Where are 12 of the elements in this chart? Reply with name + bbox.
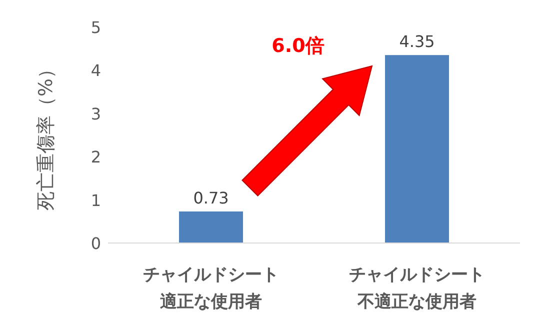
data-label: 0.73: [193, 188, 229, 208]
y-tick-label: 0: [90, 234, 102, 253]
y-tick-label: 4: [90, 61, 102, 80]
x-tick-label: チャイルドシート適正な使用者: [143, 265, 279, 312]
y-axis-title: 死亡重傷率（%）: [35, 59, 57, 211]
x-tick-label: チャイルドシート不適正な使用者: [349, 265, 485, 312]
y-tick-label: 1: [90, 190, 102, 210]
data-label: 4.35: [399, 32, 435, 52]
annotation: 6.0倍: [272, 35, 324, 57]
y-tick-label: 5: [90, 18, 102, 37]
y-tick-label: 2: [90, 148, 102, 167]
y-tick-label: 3: [90, 104, 102, 124]
